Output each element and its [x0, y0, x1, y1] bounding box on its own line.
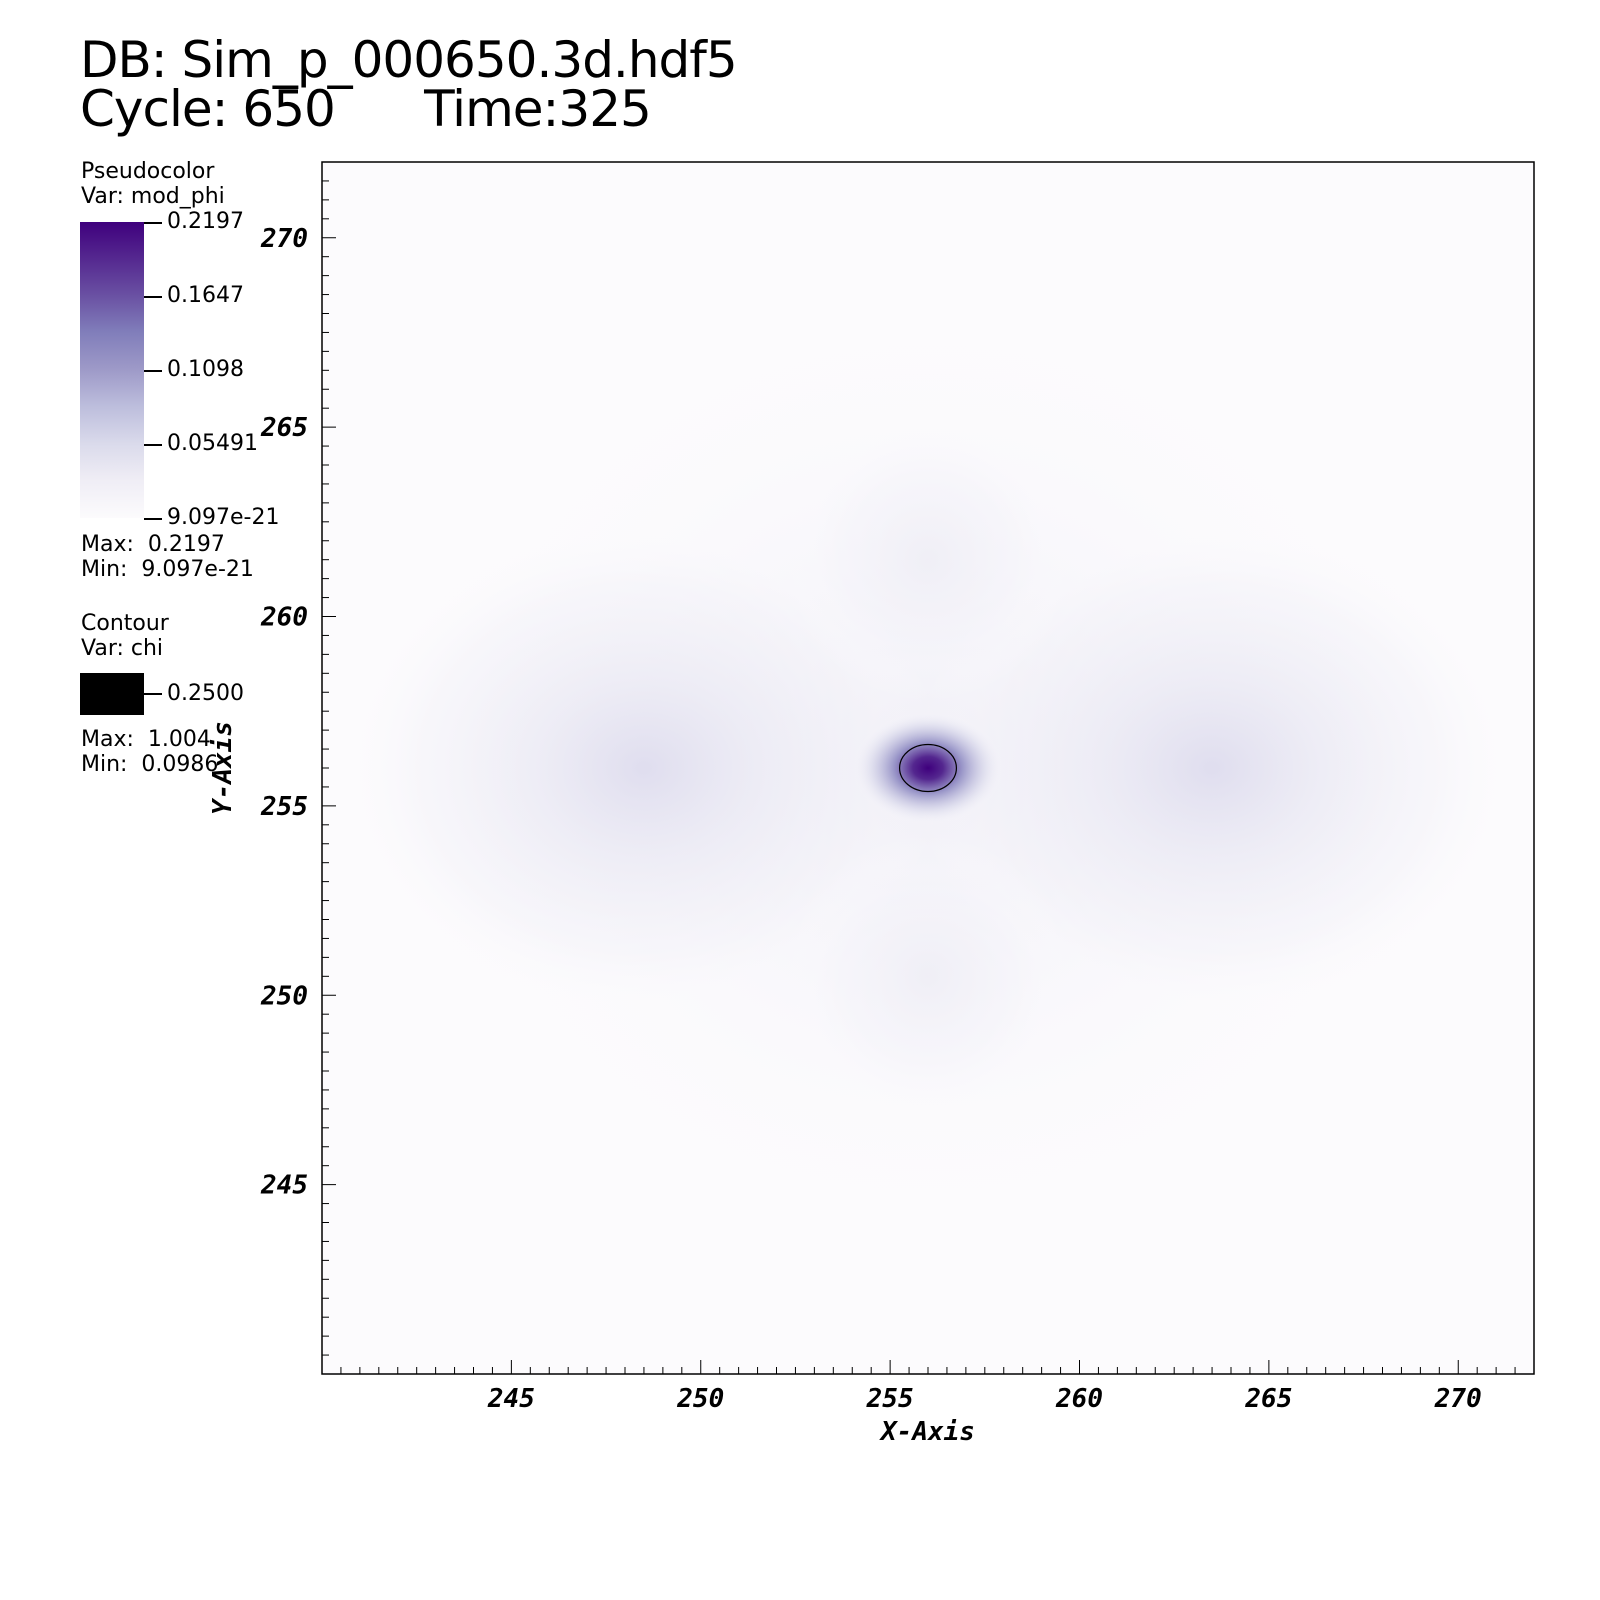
- colorbar-label: 0.05491: [167, 431, 258, 456]
- pseudocolor-min: Min: 9.097e-21: [81, 557, 254, 582]
- field-lobe-right: [909, 521, 1516, 1015]
- field-lobe-top: [784, 415, 1072, 704]
- y-axis-title: Y-Axis: [208, 721, 238, 815]
- pseudocolor-max: Max: 0.2197: [81, 532, 225, 557]
- field-peak: [852, 711, 1004, 825]
- x-axis-title: X-Axis: [879, 1417, 975, 1447]
- colorbar-label: 0.1098: [167, 357, 244, 382]
- contour-legend-var: Var: chi: [81, 636, 164, 661]
- y-tick-label: 260: [260, 603, 308, 633]
- contour-line: [898, 743, 958, 793]
- pseudocolor-legend-var: Var: mod_phi: [81, 184, 225, 209]
- contour-max: Max: 1.004: [81, 727, 211, 752]
- x-tick-label: 255: [866, 1384, 914, 1414]
- database-title: DB: Sim_p_000650.3d.hdf5: [80, 31, 738, 89]
- x-tick-label: 245: [487, 1384, 535, 1414]
- colorbar-label: 9.097e-21: [167, 505, 280, 530]
- colorbar-tick: [144, 222, 162, 224]
- axes-group: 245 250 255 260 265 270 245 250 255 260 265 270 X-Ax…: [208, 161, 1535, 1447]
- y-tick-label: 255: [260, 792, 308, 822]
- contour-swatch: [80, 673, 144, 715]
- colorbar-tick: [144, 518, 162, 520]
- colorbar-tick: [144, 370, 162, 372]
- cycle-time-line: Cycle: 650 Time:325: [80, 80, 652, 138]
- y-tick-label: 265: [260, 413, 308, 443]
- colorbar-tick: [144, 296, 162, 298]
- colorbar-label: 0.2197: [167, 209, 244, 234]
- y-tick-label: 270: [260, 224, 308, 254]
- x-tick-label: 265: [1244, 1384, 1292, 1414]
- field-lobe-left: [340, 521, 947, 1015]
- colorbar-label: 0.1647: [167, 283, 244, 308]
- colorbar: [80, 222, 144, 518]
- contour-tick: [144, 693, 162, 695]
- contour-level-label: 0.2500: [167, 681, 244, 706]
- contour-min: Min: 0.0986: [81, 752, 219, 777]
- y-tick-label: 250: [260, 981, 308, 1011]
- field-lobe-bottom: [784, 832, 1072, 1121]
- contour-legend-title: Contour: [81, 611, 169, 636]
- x-tick-label: 260: [1055, 1384, 1103, 1414]
- field-heatmap: [322, 162, 1534, 1374]
- colorbar-tick: [144, 444, 162, 446]
- y-tick-label: 245: [260, 1171, 308, 1201]
- x-tick-label: 250: [676, 1384, 724, 1414]
- pseudocolor-legend-title: Pseudocolor: [81, 159, 215, 184]
- x-tick-label: 270: [1434, 1384, 1482, 1414]
